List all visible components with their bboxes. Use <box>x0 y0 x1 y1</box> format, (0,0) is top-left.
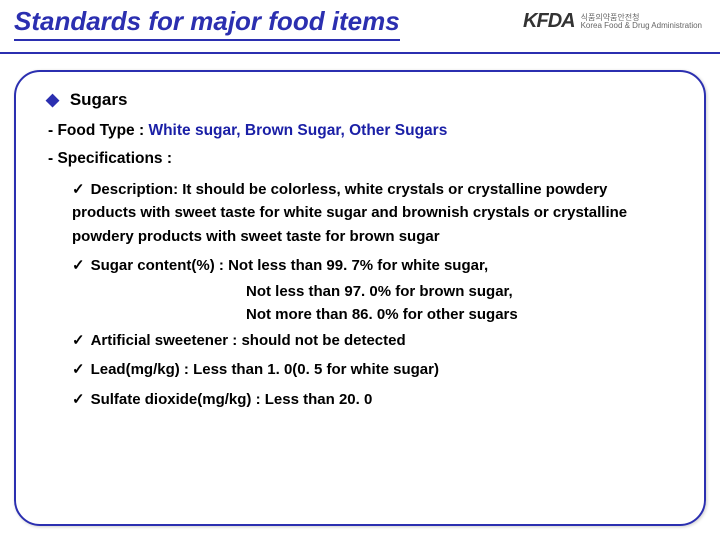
spec-lead: ✓ Lead(mg/kg) : Less than 1. 0(0. 5 for w… <box>72 358 674 381</box>
org-logo: KFDA 식품의약품안전청 Korea Food & Drug Administ… <box>523 10 702 33</box>
spec-sugar-content-text: Sugar content(%) : Not less than 99. 7% … <box>91 257 489 274</box>
logo-line2: Korea Food & Drug Administration <box>581 22 702 30</box>
slide: Standards for major food items KFDA 식품의약… <box>0 0 720 540</box>
spec-sugar-content-other: Not more than 86. 0% for other sugars <box>246 306 674 323</box>
spec-sugar-content: ✓ Sugar content(%) : Not less than 99. 7%… <box>72 254 674 277</box>
logo-subtext: 식품의약품안전청 Korea Food & Drug Administratio… <box>581 14 702 30</box>
food-type-label: - Food Type : <box>48 122 148 139</box>
spec-sweetener-text: Artificial sweetener : should not be det… <box>91 332 406 349</box>
title-divider <box>0 52 720 54</box>
section-name: Sugars <box>70 90 128 109</box>
spec-sweetener: ✓ Artificial sweetener : should not be de… <box>72 329 674 352</box>
diamond-bullet-icon: ◆ <box>46 90 59 109</box>
check-icon: ✓ <box>72 391 85 408</box>
check-icon: ✓ <box>72 181 85 198</box>
food-type-value: White sugar, Brown Sugar, Other Sugars <box>148 122 447 139</box>
check-icon: ✓ <box>72 257 85 274</box>
spec-lead-text: Lead(mg/kg) : Less than 1. 0(0. 5 for wh… <box>91 361 439 378</box>
spec-sulfate-text: Sulfate dioxide(mg/kg) : Less than 20. 0 <box>91 391 373 408</box>
specifications-label: - Specifications : <box>48 150 674 168</box>
logo-mark: KFDA <box>523 10 575 33</box>
section-heading: ◆ Sugars <box>46 90 674 110</box>
spec-description: ✓Description: It should be colorless, wh… <box>72 178 674 248</box>
content-panel: ◆ Sugars - Food Type : White sugar, Brow… <box>14 70 706 526</box>
page-title: Standards for major food items <box>14 6 400 41</box>
spec-sulfate: ✓ Sulfate dioxide(mg/kg) : Less than 20. … <box>72 388 674 411</box>
check-icon: ✓ <box>72 332 85 349</box>
food-type-line: - Food Type : White sugar, Brown Sugar, … <box>48 122 674 140</box>
check-icon: ✓ <box>72 361 85 378</box>
spec-sugar-content-brown: Not less than 97. 0% for brown sugar, <box>246 283 674 300</box>
spec-description-text: Description: It should be colorless, whi… <box>72 181 627 245</box>
